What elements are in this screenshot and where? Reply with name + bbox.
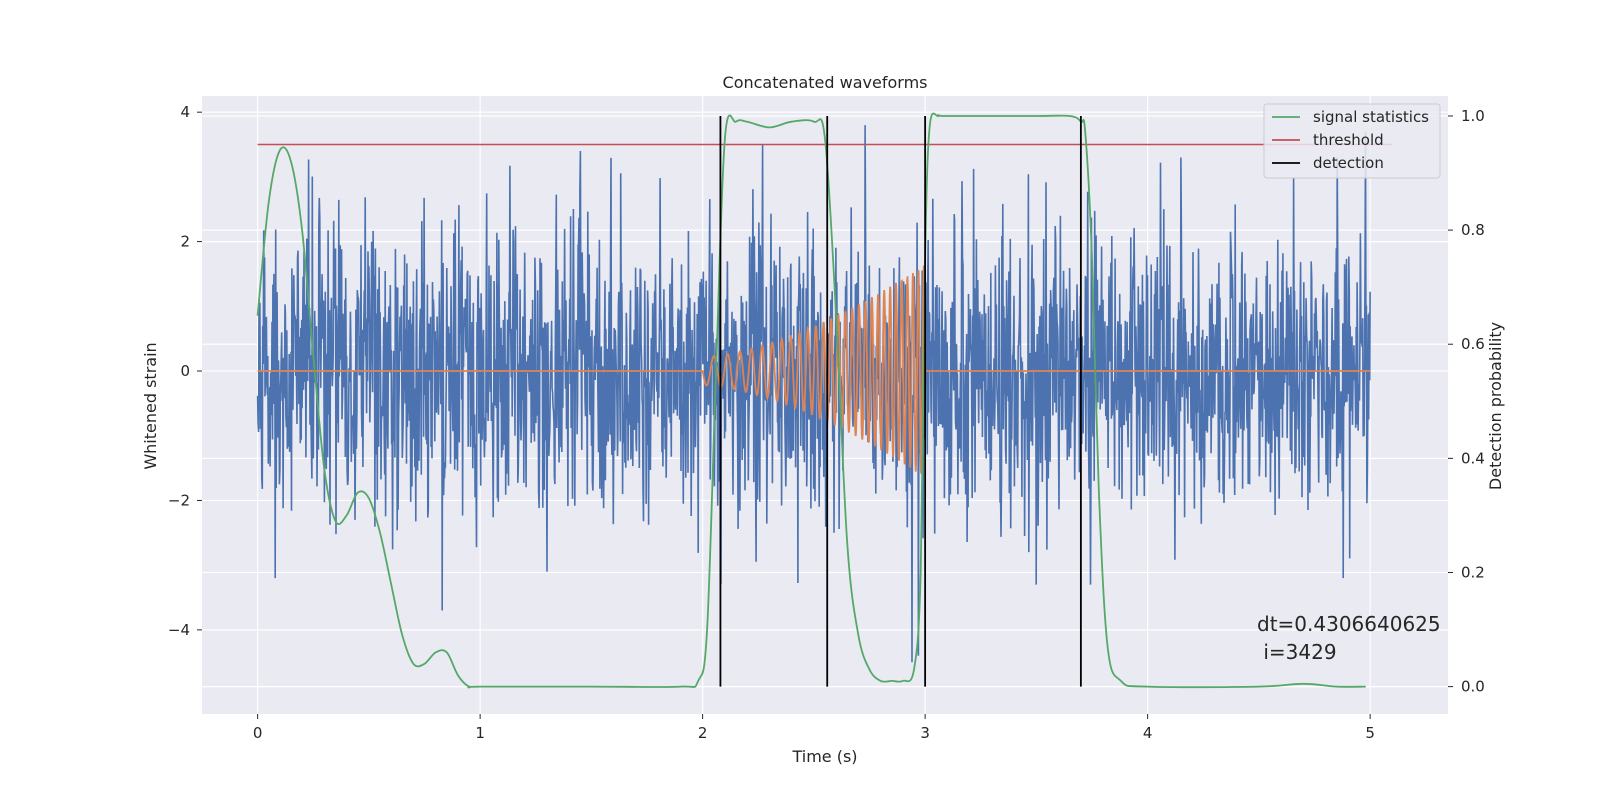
y-axis-label: Whitened strain [141, 342, 160, 469]
legend-label-signal-statistics: signal statistics [1313, 108, 1429, 126]
series-signal-statistics [256, 112, 1366, 689]
annotation-dt: dt=0.4306640625 [1257, 612, 1441, 636]
series-chirp-waveform [257, 265, 1371, 475]
plot-area [256, 112, 1393, 689]
x-tick-label: 4 [1143, 724, 1153, 742]
y-right-tick-label: 0.0 [1461, 678, 1485, 696]
x-tick-label: 5 [1365, 724, 1375, 742]
x-tick-label: 0 [253, 724, 263, 742]
y-right-tick-label: 0.4 [1461, 449, 1485, 467]
chart-title: Concatenated waveforms [723, 73, 928, 92]
y-tick-label: −2 [168, 491, 190, 509]
x-axis-label: Time (s) [791, 747, 857, 766]
y-right-axis-label: Detection probability [1486, 322, 1505, 490]
y-right-tick-label: 0.6 [1461, 335, 1485, 353]
x-tick-label: 1 [475, 724, 485, 742]
y-right-tick-label: 1.0 [1461, 107, 1485, 125]
legend-label-threshold: threshold [1313, 131, 1384, 149]
y-right-tick-label: 0.2 [1461, 563, 1485, 581]
y-right-tick-label: 0.8 [1461, 221, 1485, 239]
legend-label-detection: detection [1313, 154, 1384, 172]
x-tick-label: 3 [920, 724, 930, 742]
annotation-index: i=3429 [1257, 640, 1337, 664]
legend: signal statistics threshold detection [1263, 103, 1441, 179]
y-tick-label: 0 [180, 362, 190, 380]
y-tick-label: 4 [180, 103, 190, 121]
legend-frame [1263, 103, 1441, 179]
y-tick-label: −4 [168, 621, 190, 639]
axes-ticks: 0 1 2 3 4 5 −4 −2 0 2 4 0.0 0.2 0.4 0.6 0.8 1.0 [168, 103, 1485, 742]
annotation: dt=0.4306640625 i=3429 [1257, 612, 1441, 664]
x-tick-label: 2 [698, 724, 708, 742]
y-tick-label: 2 [180, 233, 190, 251]
